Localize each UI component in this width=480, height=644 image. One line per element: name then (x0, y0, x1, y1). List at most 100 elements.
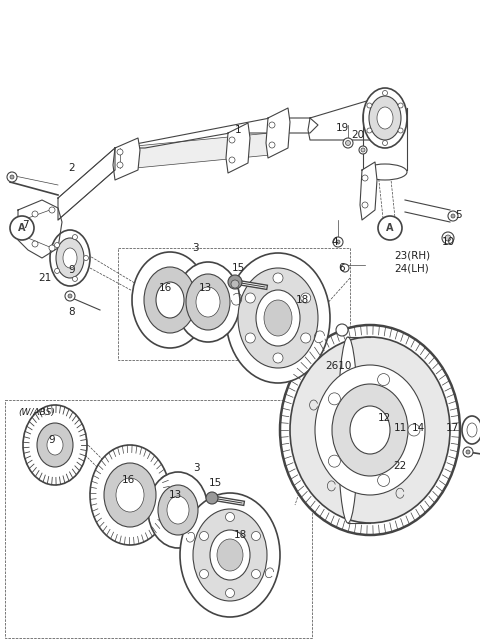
Polygon shape (115, 133, 270, 170)
Ellipse shape (56, 238, 84, 278)
Ellipse shape (350, 406, 390, 454)
Polygon shape (266, 108, 290, 158)
Ellipse shape (462, 416, 480, 444)
Circle shape (273, 273, 283, 283)
Circle shape (245, 293, 255, 303)
Circle shape (10, 216, 34, 240)
Text: 8: 8 (69, 307, 75, 317)
Text: (W/ABS): (W/ABS) (18, 408, 55, 417)
Circle shape (362, 175, 368, 181)
Ellipse shape (238, 268, 318, 368)
Ellipse shape (132, 252, 208, 348)
Ellipse shape (256, 290, 300, 346)
Text: 19: 19 (336, 123, 348, 133)
Circle shape (117, 162, 123, 168)
Text: 11: 11 (394, 423, 407, 433)
Ellipse shape (158, 485, 198, 535)
Text: 10: 10 (442, 237, 455, 247)
Circle shape (72, 234, 77, 240)
Circle shape (229, 137, 235, 143)
Ellipse shape (369, 96, 401, 140)
Text: 21: 21 (38, 273, 52, 283)
Polygon shape (226, 123, 250, 173)
Ellipse shape (180, 493, 280, 617)
Ellipse shape (196, 287, 220, 317)
Circle shape (328, 393, 340, 405)
Ellipse shape (104, 463, 156, 527)
Text: 9: 9 (69, 265, 75, 275)
Text: 23(RH): 23(RH) (394, 250, 430, 260)
Text: 4: 4 (332, 237, 338, 247)
Text: 20: 20 (351, 130, 365, 140)
Circle shape (383, 91, 387, 95)
Ellipse shape (210, 530, 250, 580)
Circle shape (200, 531, 208, 540)
Ellipse shape (290, 337, 450, 523)
Circle shape (200, 569, 208, 578)
Circle shape (398, 128, 403, 133)
Circle shape (49, 245, 55, 251)
Text: A: A (386, 223, 394, 233)
Text: A: A (18, 223, 26, 233)
Ellipse shape (338, 337, 358, 523)
Circle shape (245, 333, 255, 343)
Circle shape (359, 146, 367, 154)
Circle shape (10, 175, 14, 179)
Circle shape (463, 447, 473, 457)
Ellipse shape (156, 282, 184, 318)
Circle shape (343, 138, 353, 148)
Polygon shape (58, 148, 115, 220)
Circle shape (333, 237, 343, 247)
Ellipse shape (63, 248, 77, 268)
Polygon shape (115, 118, 318, 148)
Text: 13: 13 (168, 490, 181, 500)
Text: 14: 14 (411, 423, 425, 433)
Circle shape (117, 149, 123, 155)
Circle shape (65, 291, 75, 301)
Circle shape (367, 103, 372, 108)
Polygon shape (360, 162, 377, 220)
Text: 13: 13 (198, 283, 212, 293)
Text: 15: 15 (231, 263, 245, 273)
Circle shape (229, 157, 235, 163)
Bar (5, 400, 312, 638)
Ellipse shape (363, 88, 407, 148)
Text: 18: 18 (233, 530, 247, 540)
Circle shape (341, 264, 349, 272)
Circle shape (408, 424, 420, 436)
Ellipse shape (315, 365, 425, 495)
Ellipse shape (47, 435, 63, 455)
Ellipse shape (116, 478, 144, 512)
Circle shape (378, 475, 390, 486)
Circle shape (228, 275, 242, 289)
Circle shape (206, 492, 218, 504)
Circle shape (7, 172, 17, 182)
Bar (118, 248, 350, 360)
Ellipse shape (176, 262, 240, 342)
Text: 16: 16 (158, 283, 172, 293)
Ellipse shape (144, 267, 196, 333)
Circle shape (442, 232, 454, 244)
Circle shape (252, 569, 261, 578)
Text: 1: 1 (235, 125, 241, 135)
Ellipse shape (167, 496, 189, 524)
Text: 3: 3 (192, 243, 198, 253)
Ellipse shape (23, 405, 87, 485)
Circle shape (269, 122, 275, 128)
Text: 12: 12 (377, 413, 391, 423)
Text: 3: 3 (192, 463, 199, 473)
Circle shape (84, 256, 88, 261)
Text: 2610: 2610 (325, 361, 351, 371)
Circle shape (448, 211, 458, 221)
Polygon shape (308, 100, 380, 140)
Circle shape (273, 353, 283, 363)
Ellipse shape (226, 253, 330, 383)
Ellipse shape (377, 107, 393, 129)
Circle shape (451, 214, 455, 218)
Circle shape (361, 148, 365, 152)
Circle shape (269, 142, 275, 148)
Circle shape (398, 103, 403, 108)
Polygon shape (18, 200, 62, 258)
Circle shape (300, 333, 311, 343)
Circle shape (378, 374, 390, 386)
